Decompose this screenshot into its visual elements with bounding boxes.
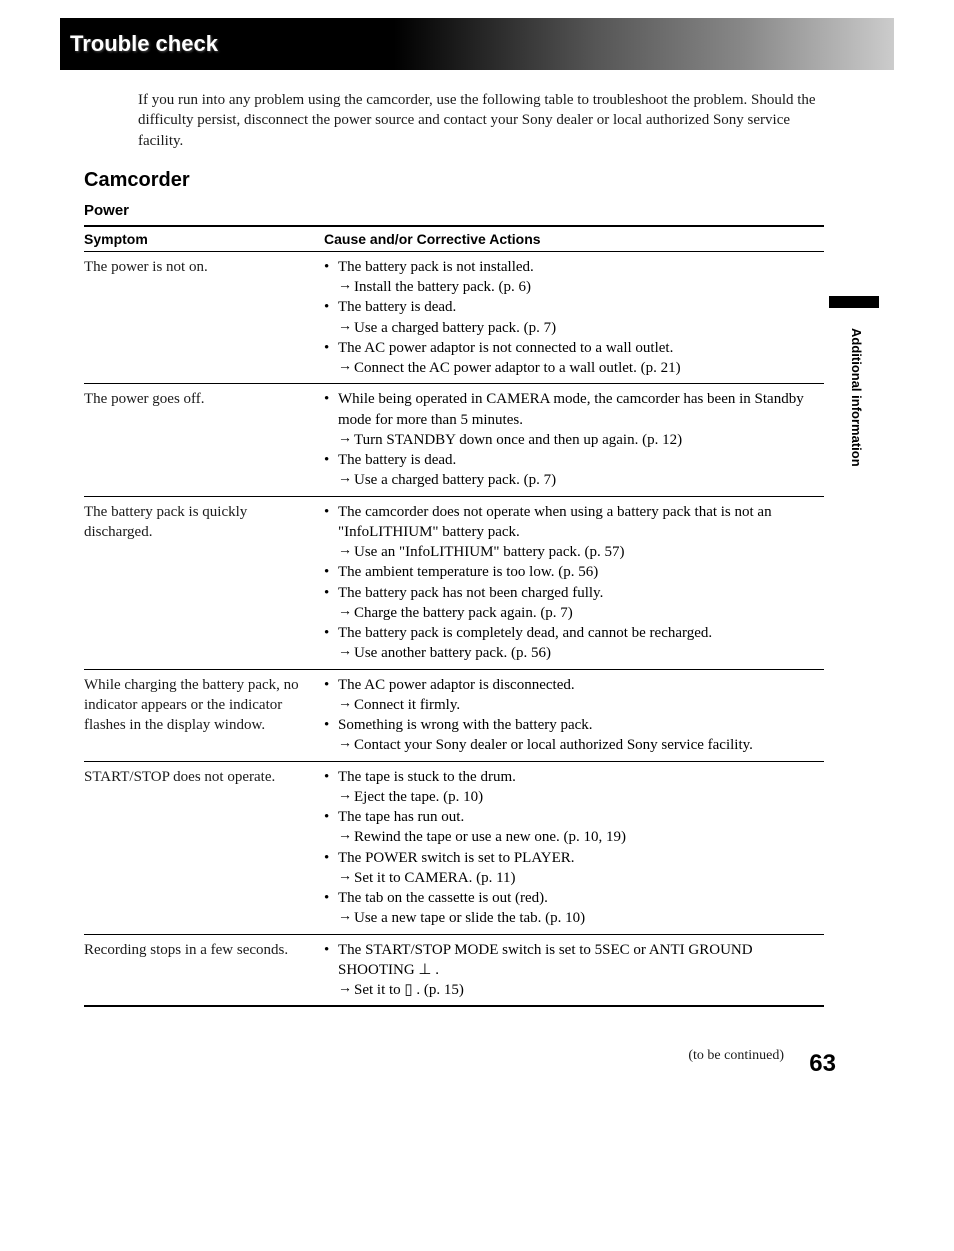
column-header-symptom: Symptom bbox=[84, 226, 324, 252]
subsection-heading: Power bbox=[84, 202, 894, 219]
column-header-cause: Cause and/or Corrective Actions bbox=[324, 226, 824, 252]
cause-item: The battery pack is completely dead, and… bbox=[324, 623, 818, 643]
cause-list: The AC power adaptor is disconnected.Con… bbox=[324, 675, 818, 756]
action-item: Turn STANDBY down once and then up again… bbox=[324, 430, 818, 450]
cause-list: The tape is stuck to the drum.Eject the … bbox=[324, 767, 818, 929]
cause-list: The START/STOP MODE switch is set to 5SE… bbox=[324, 940, 818, 1001]
continued-label: (to be continued) bbox=[688, 1048, 784, 1064]
action-item: Contact your Sony dealer or local author… bbox=[324, 735, 818, 755]
action-item: Set it to ▯ . (p. 15) bbox=[324, 980, 818, 1000]
cause-item: The battery pack is not installed. bbox=[324, 257, 818, 277]
action-item: Use a new tape or slide the tab. (p. 10) bbox=[324, 908, 818, 928]
action-item: Connect the AC power adaptor to a wall o… bbox=[324, 358, 818, 378]
symptom-cell: The power is not on. bbox=[84, 251, 324, 384]
cause-item: The battery pack has not been charged fu… bbox=[324, 583, 818, 603]
symptom-cell: START/STOP does not operate. bbox=[84, 761, 324, 934]
cause-cell: The camcorder does not operate when usin… bbox=[324, 496, 824, 669]
cause-item: Something is wrong with the battery pack… bbox=[324, 715, 818, 735]
action-item: Use another battery pack. (p. 56) bbox=[324, 643, 818, 663]
symptom-cell: The power goes off. bbox=[84, 384, 324, 496]
symptom-cell: Recording stops in a few seconds. bbox=[84, 934, 324, 1006]
table-row: The battery pack is quickly discharged.T… bbox=[84, 496, 824, 669]
action-item: Eject the tape. (p. 10) bbox=[324, 787, 818, 807]
cause-cell: The tape is stuck to the drum.Eject the … bbox=[324, 761, 824, 934]
cause-cell: The START/STOP MODE switch is set to 5SE… bbox=[324, 934, 824, 1006]
cause-cell: The battery pack is not installed.Instal… bbox=[324, 251, 824, 384]
header-bar: Trouble check bbox=[60, 18, 894, 70]
action-item: Use an "InfoLITHIUM" battery pack. (p. 5… bbox=[324, 542, 818, 562]
cause-item: The camcorder does not operate when usin… bbox=[324, 502, 818, 543]
cause-item: The AC power adaptor is not connected to… bbox=[324, 338, 818, 358]
table-row: The power is not on.The battery pack is … bbox=[84, 251, 824, 384]
table-row: Recording stops in a few seconds.The STA… bbox=[84, 934, 824, 1006]
table-row: The power goes off.While being operated … bbox=[84, 384, 824, 496]
cause-list: While being operated in CAMERA mode, the… bbox=[324, 389, 818, 490]
cause-item: The battery is dead. bbox=[324, 450, 818, 470]
cause-item: The START/STOP MODE switch is set to 5SE… bbox=[324, 940, 818, 981]
action-item: Set it to CAMERA. (p. 11) bbox=[324, 868, 818, 888]
cause-cell: The AC power adaptor is disconnected.Con… bbox=[324, 669, 824, 761]
cause-cell: While being operated in CAMERA mode, the… bbox=[324, 384, 824, 496]
side-tab-mark bbox=[829, 296, 879, 308]
table-row: START/STOP does not operate.The tape is … bbox=[84, 761, 824, 934]
troubleshoot-table: Symptom Cause and/or Corrective Actions … bbox=[84, 225, 824, 1008]
symptom-cell: The battery pack is quickly discharged. bbox=[84, 496, 324, 669]
action-item: Use a charged battery pack. (p. 7) bbox=[324, 318, 818, 338]
cause-item: The tab on the cassette is out (red). bbox=[324, 888, 818, 908]
action-item: Connect it firmly. bbox=[324, 695, 818, 715]
header-gradient bbox=[394, 18, 894, 70]
header-title: Trouble check bbox=[70, 31, 218, 57]
cause-item: The POWER switch is set to PLAYER. bbox=[324, 848, 818, 868]
cause-item: While being operated in CAMERA mode, the… bbox=[324, 389, 818, 430]
cause-item: The AC power adaptor is disconnected. bbox=[324, 675, 818, 695]
side-tab-label: Additional information bbox=[849, 328, 864, 467]
table-row: While charging the battery pack, no indi… bbox=[84, 669, 824, 761]
page-container: Trouble check If you run into any proble… bbox=[0, 18, 954, 1007]
table-body: The power is not on.The battery pack is … bbox=[84, 251, 824, 1006]
intro-paragraph: If you run into any problem using the ca… bbox=[138, 90, 818, 151]
action-item: Charge the battery pack again. (p. 7) bbox=[324, 603, 818, 623]
page-number: 63 bbox=[809, 1050, 836, 1078]
cause-item: The tape has run out. bbox=[324, 807, 818, 827]
action-item: Use a charged battery pack. (p. 7) bbox=[324, 470, 818, 490]
section-heading: Camcorder bbox=[84, 169, 894, 192]
action-item: Rewind the tape or use a new one. (p. 10… bbox=[324, 827, 818, 847]
symptom-cell: While charging the battery pack, no indi… bbox=[84, 669, 324, 761]
cause-item: The battery is dead. bbox=[324, 297, 818, 317]
cause-item: The tape is stuck to the drum. bbox=[324, 767, 818, 787]
cause-item: The ambient temperature is too low. (p. … bbox=[324, 562, 818, 582]
action-item: Install the battery pack. (p. 6) bbox=[324, 277, 818, 297]
cause-list: The camcorder does not operate when usin… bbox=[324, 502, 818, 664]
cause-list: The battery pack is not installed.Instal… bbox=[324, 257, 818, 379]
